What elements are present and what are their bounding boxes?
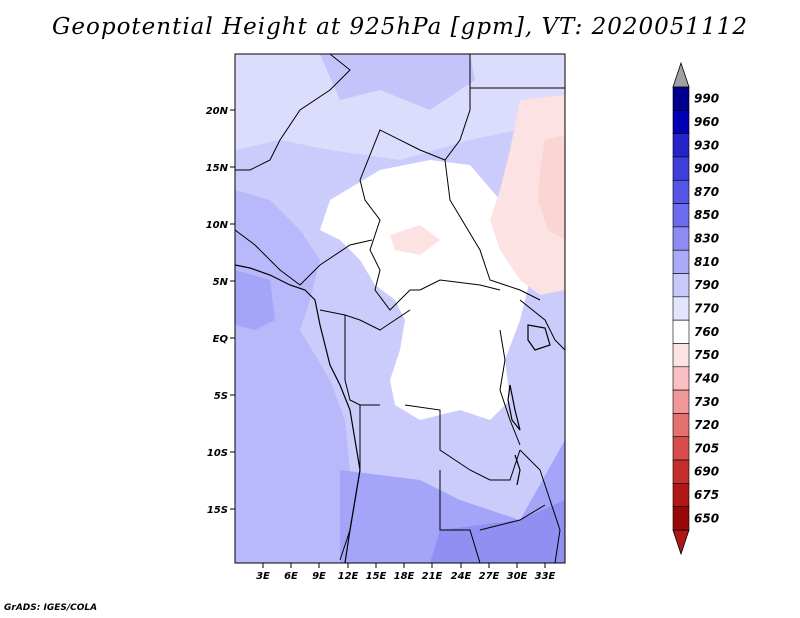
- colorbar-label: 830: [694, 232, 719, 246]
- colorbar-label: 930: [694, 138, 719, 152]
- lat-label: 10S: [207, 448, 228, 459]
- latitude-axis: 20N 15N 10N 5N EQ 5S 10S 15S: [206, 106, 235, 516]
- colorbar-swatch: [672, 133, 690, 158]
- lon-label: 3E: [256, 571, 270, 582]
- colorbar-swatch: [672, 156, 690, 181]
- lon-label: 15E: [366, 571, 387, 582]
- lat-label: 15N: [206, 163, 229, 174]
- colorbar-label: 760: [694, 325, 719, 339]
- longitude-axis: 3E 6E 9E 12E 15E 18E 21E 24E 27E 30E 33E: [256, 563, 556, 582]
- colorbar-swatch: [672, 459, 690, 484]
- colorbar-label: 810: [694, 255, 719, 269]
- lon-label: 6E: [284, 571, 298, 582]
- colorbar-label: 790: [694, 278, 719, 292]
- lat-label: 20N: [206, 106, 229, 117]
- field-neutral-center: [320, 160, 530, 420]
- lon-label: 33E: [535, 571, 556, 582]
- colorbar-swatch: [672, 319, 690, 344]
- colorbar: 990 960 930 900 870 850 830 810 790 770 760 750 740 7…: [672, 61, 719, 556]
- field-east-low-core: [538, 135, 565, 240]
- map-field: [235, 54, 565, 563]
- colorbar-swatch: [672, 436, 690, 461]
- lon-label: 21E: [422, 571, 443, 582]
- lon-label: 30E: [507, 571, 528, 582]
- colorbar-bottom-arrow: [672, 529, 690, 556]
- colorbar-swatch: [672, 506, 690, 531]
- field-southeast-high: [430, 500, 565, 563]
- colorbar-swatch: [672, 179, 690, 204]
- colorbar-label: 900: [694, 162, 719, 176]
- colorbar-top-arrow: [672, 61, 690, 88]
- lon-label: 27E: [479, 571, 500, 582]
- lon-label: 24E: [451, 571, 472, 582]
- colorbar-label: 690: [694, 465, 719, 479]
- lon-label: 18E: [394, 571, 415, 582]
- colorbar-swatch: [672, 296, 690, 321]
- colorbar-swatch: [672, 483, 690, 507]
- colorbar-swatch: [672, 86, 690, 111]
- colorbar-swatch: [672, 273, 690, 298]
- colorbar-swatch: [672, 343, 690, 368]
- colorbar-label: 770: [694, 302, 719, 316]
- colorbar-label: 870: [694, 185, 719, 199]
- colorbar-swatch: [672, 413, 690, 438]
- lon-label: 9E: [312, 571, 326, 582]
- colorbar-label: 990: [694, 92, 719, 106]
- field-center-low: [390, 225, 440, 255]
- colorbar-swatch: [672, 226, 690, 251]
- colorbar-swatch: [672, 249, 690, 274]
- lon-label: 12E: [338, 571, 359, 582]
- country-borders: [235, 54, 565, 563]
- field-north-high: [320, 54, 475, 110]
- field-north-band: [235, 54, 565, 160]
- lat-label: 10N: [206, 220, 229, 231]
- colorbar-label: 730: [694, 395, 719, 409]
- colorbar-label: 960: [694, 115, 719, 129]
- lat-label: 15S: [207, 505, 228, 516]
- colorbar-label: 720: [694, 418, 719, 432]
- map-frame: [234, 53, 566, 564]
- colorbar-swatch: [672, 110, 690, 134]
- colorbar-label: 850: [694, 208, 719, 222]
- grads-credit: GrADS: IGES/COLA: [4, 603, 98, 613]
- colorbar-label: 750: [694, 348, 719, 362]
- colorbar-label: 740: [694, 371, 719, 385]
- colorbar-label: 705: [694, 441, 719, 455]
- colorbar-swatch: [672, 203, 690, 228]
- colorbar-label: 650: [694, 511, 719, 525]
- lat-label: 5S: [214, 391, 228, 402]
- lat-label: 5N: [213, 277, 229, 288]
- colorbar-swatch: [672, 366, 690, 391]
- colorbar-swatch: [672, 389, 690, 414]
- chart-title: Geopotential Height at 925hPa [gpm], VT:…: [52, 14, 748, 40]
- field-gulf-high: [235, 270, 275, 330]
- colorbar-label: 675: [694, 488, 719, 502]
- lat-label: EQ: [213, 334, 229, 345]
